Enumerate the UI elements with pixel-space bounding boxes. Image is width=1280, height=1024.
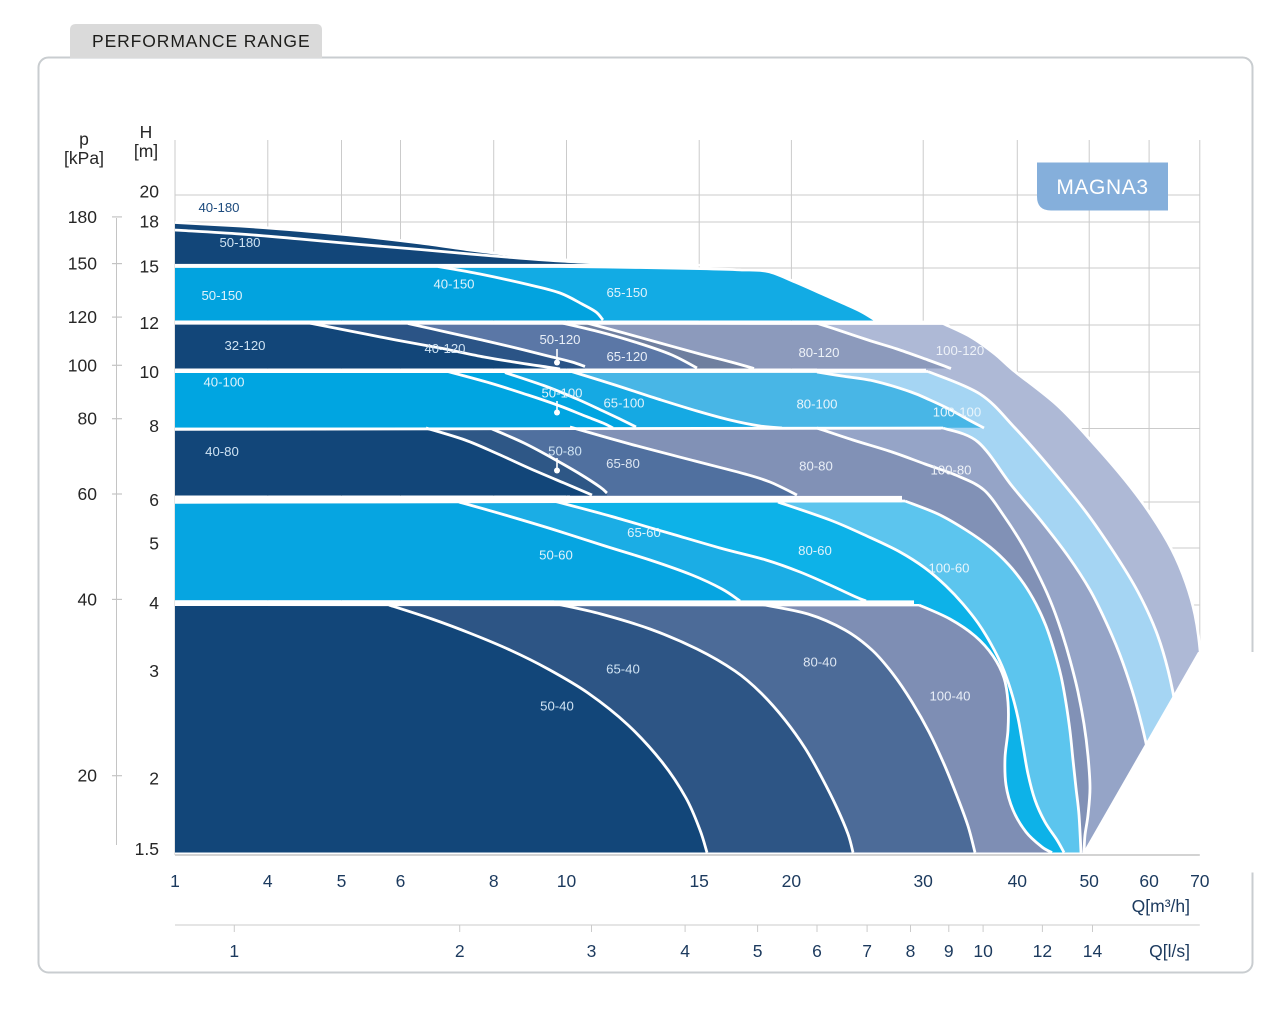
svg-text:80-100: 80-100 [796, 397, 837, 412]
svg-text:6: 6 [149, 490, 159, 510]
svg-text:40-150: 40-150 [433, 277, 474, 292]
svg-text:65-100: 65-100 [603, 396, 644, 411]
svg-text:100-40: 100-40 [929, 688, 970, 703]
svg-text:30: 30 [913, 871, 933, 891]
svg-text:40-120: 40-120 [424, 341, 465, 356]
svg-text:3: 3 [587, 941, 597, 961]
svg-text:18: 18 [140, 211, 159, 231]
svg-text:20: 20 [782, 871, 802, 891]
svg-text:40: 40 [1008, 871, 1028, 891]
svg-text:50-120: 50-120 [539, 332, 580, 347]
svg-text:PERFORMANCE RANGE: PERFORMANCE RANGE [92, 31, 311, 51]
svg-text:65-150: 65-150 [606, 285, 647, 300]
svg-text:1: 1 [229, 941, 239, 961]
svg-text:50-180: 50-180 [219, 235, 260, 250]
svg-text:65-80: 65-80 [606, 456, 640, 471]
svg-text:65-60: 65-60 [627, 525, 661, 540]
svg-text:180: 180 [68, 207, 97, 227]
svg-text:50-100: 50-100 [541, 386, 582, 401]
svg-text:2: 2 [455, 941, 465, 961]
svg-text:H: H [140, 122, 153, 142]
svg-text:6: 6 [396, 871, 406, 891]
svg-text:10: 10 [140, 362, 160, 382]
svg-text:20: 20 [140, 181, 160, 201]
svg-text:60: 60 [1139, 871, 1159, 891]
svg-text:8: 8 [906, 941, 916, 961]
svg-text:100: 100 [68, 355, 97, 375]
svg-text:80-120: 80-120 [798, 345, 839, 360]
svg-text:10: 10 [557, 871, 577, 891]
svg-text:15: 15 [689, 871, 708, 891]
svg-text:40-180: 40-180 [198, 200, 239, 215]
svg-text:100-100: 100-100 [933, 405, 981, 420]
svg-text:50: 50 [1079, 871, 1099, 891]
svg-text:65-40: 65-40 [606, 662, 640, 677]
svg-text:6: 6 [812, 941, 822, 961]
svg-text:80-60: 80-60 [798, 543, 832, 558]
svg-text:5: 5 [337, 871, 347, 891]
svg-text:50-60: 50-60 [539, 548, 573, 563]
svg-text:150: 150 [68, 254, 97, 274]
svg-text:4: 4 [263, 871, 273, 891]
svg-text:60: 60 [78, 484, 98, 504]
svg-text:70: 70 [1190, 871, 1210, 891]
svg-text:40: 40 [78, 589, 98, 609]
svg-text:7: 7 [862, 941, 872, 961]
svg-text:120: 120 [68, 307, 97, 327]
svg-text:3: 3 [149, 661, 159, 681]
svg-text:9: 9 [944, 941, 954, 961]
svg-text:14: 14 [1083, 941, 1103, 961]
svg-text:2: 2 [149, 769, 159, 789]
svg-text:50-80: 50-80 [548, 444, 582, 459]
svg-text:10: 10 [973, 941, 993, 961]
svg-text:50-40: 50-40 [540, 699, 574, 714]
svg-text:32-120: 32-120 [224, 338, 265, 353]
svg-text:40-80: 40-80 [205, 444, 239, 459]
svg-text:20: 20 [78, 766, 98, 786]
svg-text:15: 15 [140, 257, 159, 277]
svg-text:65-120: 65-120 [606, 349, 647, 364]
svg-text:4: 4 [680, 941, 690, 961]
svg-text:12: 12 [1033, 941, 1052, 961]
svg-text:8: 8 [149, 416, 159, 436]
svg-text:4: 4 [149, 593, 159, 613]
svg-text:40-100: 40-100 [203, 375, 244, 390]
svg-text:1: 1 [170, 871, 180, 891]
svg-text:Q[l/s]: Q[l/s] [1149, 941, 1190, 961]
svg-text:80-40: 80-40 [803, 655, 837, 670]
svg-text:80-80: 80-80 [799, 459, 833, 474]
svg-text:1.5: 1.5 [135, 839, 159, 859]
svg-text:Q[m³/h]: Q[m³/h] [1132, 896, 1190, 916]
svg-text:100-80: 100-80 [930, 463, 971, 478]
svg-text:100-120: 100-120 [936, 343, 984, 358]
svg-text:5: 5 [753, 941, 763, 961]
svg-text:5: 5 [149, 534, 159, 554]
svg-text:[kPa]: [kPa] [64, 148, 104, 168]
svg-text:12: 12 [140, 313, 159, 333]
svg-text:80: 80 [78, 409, 98, 429]
svg-text:100-60: 100-60 [928, 561, 969, 576]
svg-text:MAGNA3: MAGNA3 [1056, 176, 1148, 199]
svg-text:8: 8 [489, 871, 499, 891]
svg-text:[m]: [m] [134, 141, 158, 161]
svg-text:50-150: 50-150 [201, 288, 242, 303]
svg-text:p: p [79, 129, 89, 149]
